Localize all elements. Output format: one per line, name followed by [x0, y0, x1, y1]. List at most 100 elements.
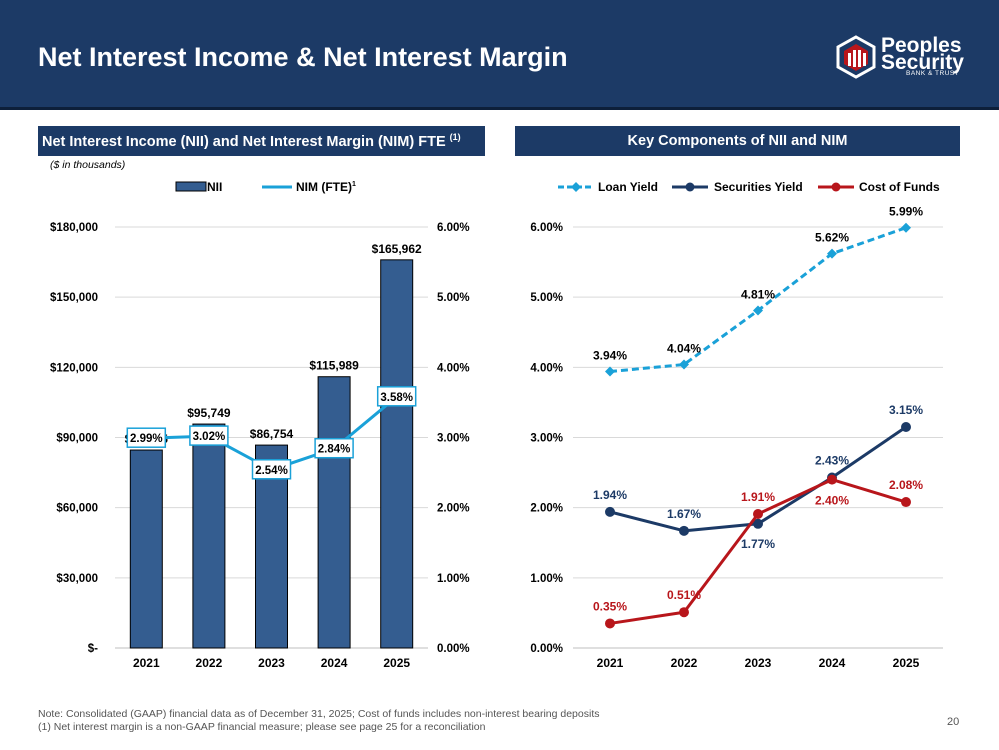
legend-cost-of-funds-label: Cost of Funds [859, 180, 940, 194]
nii-left-tick-label: $180,000 [50, 222, 98, 234]
securities-yield-label: 1.67% [667, 507, 701, 521]
components-x-tick-label: 2025 [893, 656, 920, 670]
securities-yield-label: 3.15% [889, 403, 923, 417]
nim-label-box [189, 425, 229, 446]
nim-label-box [251, 459, 292, 480]
loan-yield-label: 4.04% [667, 342, 701, 356]
shield-logo-icon [836, 35, 876, 79]
securities-yield-marker [901, 421, 911, 432]
loan-yield-label: 5.99% [889, 205, 923, 219]
cost-of-funds-label: 0.35% [593, 599, 627, 613]
nii-right-tick-label: 6.00% [437, 222, 470, 234]
legend-loan-yield-label: Loan Yield [598, 180, 658, 194]
nim-label: 2.99% [130, 433, 163, 445]
nii-right-tick-label: 3.00% [437, 433, 470, 445]
units-note: ($ in thousands) [50, 159, 126, 171]
nii-bar-label: $95,749 [187, 406, 231, 420]
nii-left-tick-label: $90,000 [56, 433, 98, 445]
nim-label-box [314, 437, 354, 459]
nii-x-tick-label: 2023 [258, 656, 285, 670]
legend-nim-footnote: 1 [352, 181, 356, 188]
components-y-tick-label: 5.00% [530, 292, 563, 304]
nii-bar [380, 259, 414, 649]
footnote-note: Note: Consolidated (GAAP) financial data… [38, 708, 600, 720]
securities-yield-marker [605, 506, 615, 517]
components-y-tick-label: 4.00% [530, 362, 563, 374]
nii-left-tick-label: $60,000 [56, 503, 98, 515]
nii-left-tick-label: $150,000 [50, 292, 98, 304]
nii-bar-label: $86,754 [250, 427, 294, 441]
nii-right-tick-label: 0.00% [437, 643, 470, 655]
loan-yield-label: 3.94% [593, 349, 627, 363]
securities-yield-marker [679, 525, 689, 536]
components-y-tick-label: 1.00% [530, 573, 563, 585]
cost-of-funds-label: 0.51% [667, 588, 701, 602]
nii-left-tick-label: $- [88, 643, 98, 655]
nii-bar [317, 376, 351, 649]
components-x-tick-label: 2021 [597, 656, 624, 670]
nii-left-tick-label: $30,000 [56, 573, 98, 585]
nii-right-tick-label: 4.00% [437, 362, 470, 374]
securities-yield-label: 2.43% [815, 453, 849, 467]
loan-yield-marker [901, 222, 911, 233]
loan-yield-marker [605, 366, 615, 377]
footnote-1: (1) Net interest margin is a non-GAAP fi… [38, 721, 486, 733]
cost-of-funds-label: 2.40% [815, 494, 849, 508]
nii-x-tick-label: 2025 [383, 656, 410, 670]
legend-nim-label: NIM (FTE)1 [296, 180, 356, 194]
nii-x-tick-label: 2021 [133, 656, 160, 670]
nim-label: 3.58% [380, 392, 413, 404]
nii-bar-label: $165,962 [372, 242, 422, 256]
nii-x-tick-label: 2024 [321, 656, 348, 670]
company-logo: Peoples Security BANK & TRUST [834, 33, 974, 81]
nii-right-tick-label: 5.00% [437, 292, 470, 304]
components-x-tick-label: 2023 [745, 656, 772, 670]
components-x-tick-label: 2024 [819, 656, 846, 670]
legend-securities-yield-marker [685, 182, 695, 192]
securities-yield-label: 1.77% [741, 537, 775, 551]
nii-bar [129, 449, 163, 649]
nim-label: 3.02% [193, 431, 226, 443]
components-y-tick-label: 2.00% [530, 503, 563, 515]
loan-yield-marker [827, 248, 837, 259]
logo-text-bank-trust: BANK & TRUST [906, 70, 960, 77]
cost-of-funds-label: 1.91% [741, 490, 775, 504]
footnotes: Note: Consolidated (GAAP) financial data… [38, 708, 600, 734]
legend-securities-yield-label: Securities Yield [714, 180, 803, 194]
nii-right-tick-label: 2.00% [437, 503, 470, 515]
loan-yield-marker [753, 305, 763, 316]
loan-yield-marker [679, 359, 689, 370]
nim-label-box [126, 427, 167, 448]
legend-cost-of-funds-marker [831, 182, 841, 192]
page-number: 20 [947, 716, 960, 728]
loan-yield-label: 4.81% [741, 287, 775, 301]
nii-chart-title-bar: Net Interest Income (NII) and Net Intere… [38, 126, 485, 156]
loan-yield-label: 5.62% [815, 231, 849, 245]
cost-of-funds-marker [753, 508, 763, 519]
nii-chart-title: Net Interest Income (NII) and Net Intere… [42, 133, 446, 150]
legend-nii-swatch [175, 181, 207, 192]
nii-x-tick-label: 2022 [196, 656, 223, 670]
components-x-tick-label: 2022 [671, 656, 698, 670]
components-y-tick-label: 6.00% [530, 222, 563, 234]
nii-right-tick-label: 1.00% [437, 573, 470, 585]
components-y-tick-label: 0.00% [530, 643, 563, 655]
cost-of-funds-marker [679, 607, 689, 618]
components-y-tick-label: 3.00% [530, 433, 563, 445]
securities-yield-label: 1.94% [593, 488, 627, 502]
slide-header: Net Interest Income & Net Interest Margi… [0, 0, 999, 110]
legend-nii-label: NII [207, 180, 222, 194]
logo-text-security: Security [881, 51, 964, 74]
nii-chart-title-footnote: (1) [449, 132, 461, 142]
page-title: Net Interest Income & Net Interest Margi… [38, 42, 568, 72]
components-chart-title: Key Components of NII and NIM [627, 133, 848, 149]
cost-of-funds-marker [827, 474, 837, 485]
nim-label: 2.54% [255, 465, 288, 477]
nim-label-box [376, 386, 417, 407]
cost-of-funds-marker [605, 618, 615, 629]
logo-text-peoples: Peoples [881, 34, 962, 57]
nii-bar [192, 423, 226, 649]
cost-of-funds-marker [901, 497, 911, 508]
legend-loan-yield-marker [571, 182, 581, 192]
cost-of-funds-label: 2.08% [889, 478, 923, 492]
